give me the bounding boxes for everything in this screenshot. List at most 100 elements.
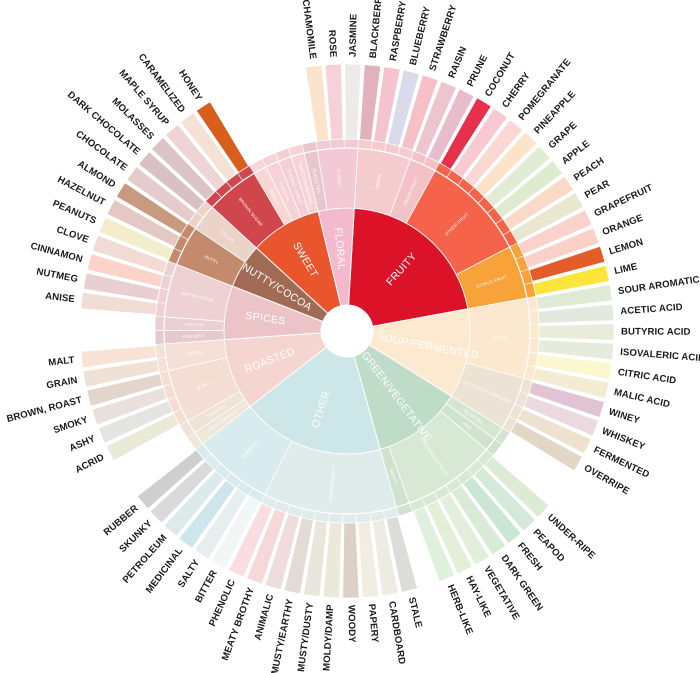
leaf-phenolic[interactable] — [228, 502, 274, 578]
leaf-label-malt: MALT — [48, 355, 75, 369]
leaf-dark-chocolate[interactable] — [138, 151, 206, 212]
group-rim-pungent — [154, 329, 165, 345]
leaf-fermented[interactable] — [516, 408, 592, 455]
leaf-cardboard[interactable] — [371, 518, 399, 597]
leaf-blueberry[interactable] — [387, 69, 420, 147]
leaf-label-lemon: LEMON — [608, 237, 645, 258]
leaf-grapefruit[interactable] — [517, 209, 593, 256]
leaf-label-lime: LIME — [613, 261, 639, 277]
leaf-label-blueberry: BLUEBERRY — [408, 5, 433, 67]
leaf-rim-moldy-damp — [328, 512, 344, 524]
leaf-rose[interactable] — [324, 63, 344, 141]
leaf-label-grain: GRAIN — [46, 375, 79, 391]
leaf-moldy-damp[interactable] — [322, 521, 342, 599]
leaf-label-sour-aromatics: SOUR AROMATICS — [617, 273, 700, 297]
leaf-pineapple[interactable] — [474, 131, 538, 197]
leaf-almond[interactable] — [115, 182, 188, 235]
leaf-clove[interactable] — [91, 234, 169, 274]
leaf-medicinal[interactable] — [178, 479, 237, 549]
leaf-label-citric-acid: CITRIC ACID — [617, 367, 677, 387]
leaf-chocolate[interactable] — [126, 166, 197, 223]
leaf-label-chamomile: CHAMOMILE — [300, 0, 319, 60]
leaf-whiskey[interactable] — [523, 394, 600, 437]
leaf-butyric-acid[interactable] — [538, 323, 615, 341]
leaf-raisin[interactable] — [414, 80, 458, 157]
leaf-malic-acid[interactable] — [532, 367, 610, 400]
leaf-papery[interactable] — [357, 521, 380, 598]
leaf-petroleum[interactable] — [163, 470, 225, 537]
group-label-burnt: BURNT — [196, 381, 213, 391]
leaf-chamomile[interactable] — [304, 64, 330, 142]
leaf-acrid[interactable] — [105, 413, 180, 462]
leaf-under-ripe[interactable] — [483, 455, 550, 519]
leaf-isovaleric-acid[interactable] — [537, 339, 615, 361]
leaf-peanuts[interactable] — [98, 216, 174, 261]
leaf-stale[interactable] — [385, 515, 419, 593]
leaf-hazelnut[interactable] — [106, 198, 181, 248]
leaf-smoky[interactable] — [91, 386, 168, 426]
leaf-pear[interactable] — [510, 192, 585, 243]
leaf-label-acrid: ACRID — [74, 452, 106, 476]
category-label-floral: FLORAL — [332, 227, 348, 271]
leaf-cinnamon[interactable] — [86, 253, 164, 288]
leaf-citric-acid[interactable] — [535, 353, 613, 380]
group-label-pungent: PUNGENT — [183, 333, 206, 339]
leaf-dark-green[interactable] — [450, 484, 507, 556]
leaf-grain[interactable] — [82, 359, 160, 388]
leaf-honey[interactable] — [195, 101, 250, 174]
leaf-label-papery: PAPERY — [366, 603, 380, 643]
leaf-blackberry[interactable] — [359, 64, 382, 141]
leaf-acetic-acid[interactable] — [537, 303, 615, 324]
leaf-maple-syrup[interactable] — [164, 123, 226, 191]
leaf-overripe[interactable] — [509, 420, 584, 472]
leaf-raspberry[interactable] — [373, 66, 401, 144]
center-hole — [321, 305, 373, 357]
leaf-pomegranate[interactable] — [463, 118, 524, 188]
leaf-lime[interactable] — [532, 264, 610, 296]
leaf-vegetative[interactable] — [438, 492, 491, 566]
leaf-label-jasmine: JASMINE — [348, 13, 360, 57]
group-label-cereal: CEREAL — [186, 349, 205, 357]
leaf-skunky[interactable] — [149, 460, 215, 524]
leaf-lemon[interactable] — [528, 245, 606, 282]
leaf-label-blackberry: BLACKBERRY — [368, 0, 386, 59]
leaf-bitter[interactable] — [210, 495, 261, 570]
leaf-meaty-brothy[interactable] — [246, 508, 287, 585]
leaf-molasses[interactable] — [150, 136, 216, 201]
leaf-peach[interactable] — [502, 175, 575, 231]
leaf-caramelized[interactable] — [179, 111, 238, 182]
leaf-animalic[interactable] — [264, 513, 300, 591]
group-label-pepper: PEPPER — [185, 322, 204, 328]
leaf-brown-roast[interactable] — [86, 373, 164, 407]
leaf-herb-like[interactable] — [412, 506, 456, 583]
leaf-rubber[interactable] — [136, 449, 205, 510]
leaf-strawberry[interactable] — [400, 74, 439, 152]
leaf-label-bitter: BITTER — [193, 568, 220, 604]
leaf-musty-dusty[interactable] — [302, 519, 328, 598]
leaf-hay-like[interactable] — [426, 499, 474, 575]
leaf-orange[interactable] — [523, 227, 600, 269]
leaf-grape[interactable] — [484, 145, 551, 208]
leaf-coconut[interactable] — [439, 97, 492, 170]
leaf-woody[interactable] — [342, 522, 360, 599]
leaf-label-raisin: RAISIN — [447, 45, 470, 80]
leaf-fresh[interactable] — [462, 475, 522, 545]
leaf-cherry[interactable] — [452, 107, 508, 179]
leaf-musty-earthy[interactable] — [283, 517, 314, 595]
leaf-anise[interactable] — [80, 291, 158, 316]
leaf-label-anise: ANISE — [45, 291, 76, 305]
leaf-winey[interactable] — [528, 381, 605, 419]
leaf-prune[interactable] — [427, 88, 475, 163]
leaf-jasmine[interactable] — [344, 63, 362, 140]
leaf-nutmeg[interactable] — [82, 272, 161, 302]
leaf-ashy[interactable] — [97, 400, 174, 444]
leaf-sour-aromatics[interactable] — [535, 284, 613, 310]
leaf-salty[interactable] — [194, 488, 248, 560]
leaf-peapod[interactable] — [473, 466, 537, 532]
leaf-label-peach: PEACH — [572, 156, 606, 184]
category-label-spices: SPICES — [245, 310, 287, 328]
leaf-label-smoky: SMOKY — [52, 414, 90, 436]
leaf-malt[interactable] — [80, 345, 158, 369]
leaf-label-musty-dusty: MUSTY/DUSTY — [296, 601, 316, 672]
leaf-apple[interactable] — [494, 159, 564, 219]
